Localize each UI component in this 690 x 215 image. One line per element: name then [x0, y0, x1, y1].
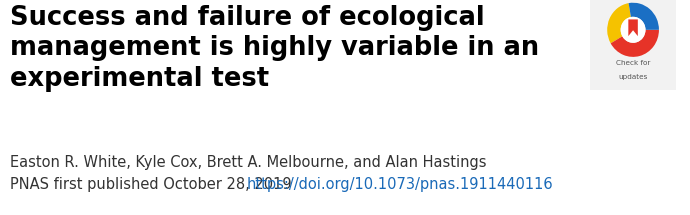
Wedge shape [607, 3, 631, 43]
Circle shape [621, 17, 645, 43]
Text: Check for: Check for [616, 60, 650, 66]
Wedge shape [629, 3, 659, 30]
Text: Easton R. White, Kyle Cox, Brett A. Melbourne, and Alan Hastings: Easton R. White, Kyle Cox, Brett A. Melb… [10, 155, 486, 170]
Wedge shape [611, 30, 659, 57]
Text: updates: updates [618, 74, 648, 80]
Text: PNAS first published October 28, 2019: PNAS first published October 28, 2019 [10, 177, 296, 192]
Text: Success and failure of ecological
management is highly variable in an
experiment: Success and failure of ecological manage… [10, 5, 539, 92]
FancyBboxPatch shape [587, 0, 679, 93]
Text: https://doi.org/10.1073/pnas.1911440116: https://doi.org/10.1073/pnas.1911440116 [246, 177, 553, 192]
Polygon shape [629, 19, 638, 36]
